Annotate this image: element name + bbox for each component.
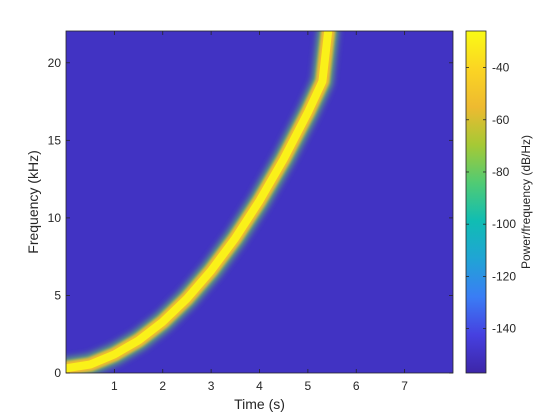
chirp-ridge [66,31,339,373]
colorbar-tick-label: -80 [492,165,510,179]
colorbar-ticks: -40 -60 -80 -100 -120 -140 [466,61,516,336]
x-tick-label: 1 [111,379,118,393]
colorbar [466,31,486,373]
ridge-point [111,351,118,358]
ridge-point [66,365,70,372]
y-axis-label: Frequency (kHz) [25,150,41,253]
ridge-point [304,109,312,116]
colorbar-tick-label: -100 [492,217,516,231]
x-axis-label: Time (s) [234,396,285,412]
colorbar-tick-label: -140 [492,322,516,336]
x-tick-label: 5 [305,379,312,393]
x-axis-ticks: 1 2 3 4 5 6 7 [111,31,408,393]
ridge-point [232,234,239,242]
y-tick-label: 20 [48,56,62,70]
colorbar-frame [465,30,487,374]
x-tick-label: 2 [159,379,166,393]
ridge-point [87,361,94,368]
plot-frame [65,30,454,374]
x-tick-label: 6 [353,379,360,393]
y-tick-label: 5 [54,288,61,302]
ridge-point [280,155,287,163]
colorbar-label: Power/frequency (dB/Hz) [519,135,533,269]
x-tick-label: 7 [401,379,408,393]
ridge-point [207,267,215,274]
y-tick-label: 15 [48,133,62,147]
y-tick-label: 10 [48,211,62,225]
ridge-point [256,197,263,204]
colorbar-tick-label: -120 [492,269,516,283]
y-axis-ticks: 0 5 10 15 20 [48,56,453,380]
ridge-point [159,318,166,325]
ridge-point [135,337,142,344]
x-tick-label: 3 [208,379,215,393]
ridge-point [325,31,332,35]
ridge-point [319,78,326,85]
colorbar-tick-label: -40 [492,61,510,75]
ridge-point [183,295,191,302]
x-tick-label: 4 [256,379,263,393]
colorbar-tick-label: -60 [492,113,510,127]
y-tick-label: 0 [54,366,61,380]
